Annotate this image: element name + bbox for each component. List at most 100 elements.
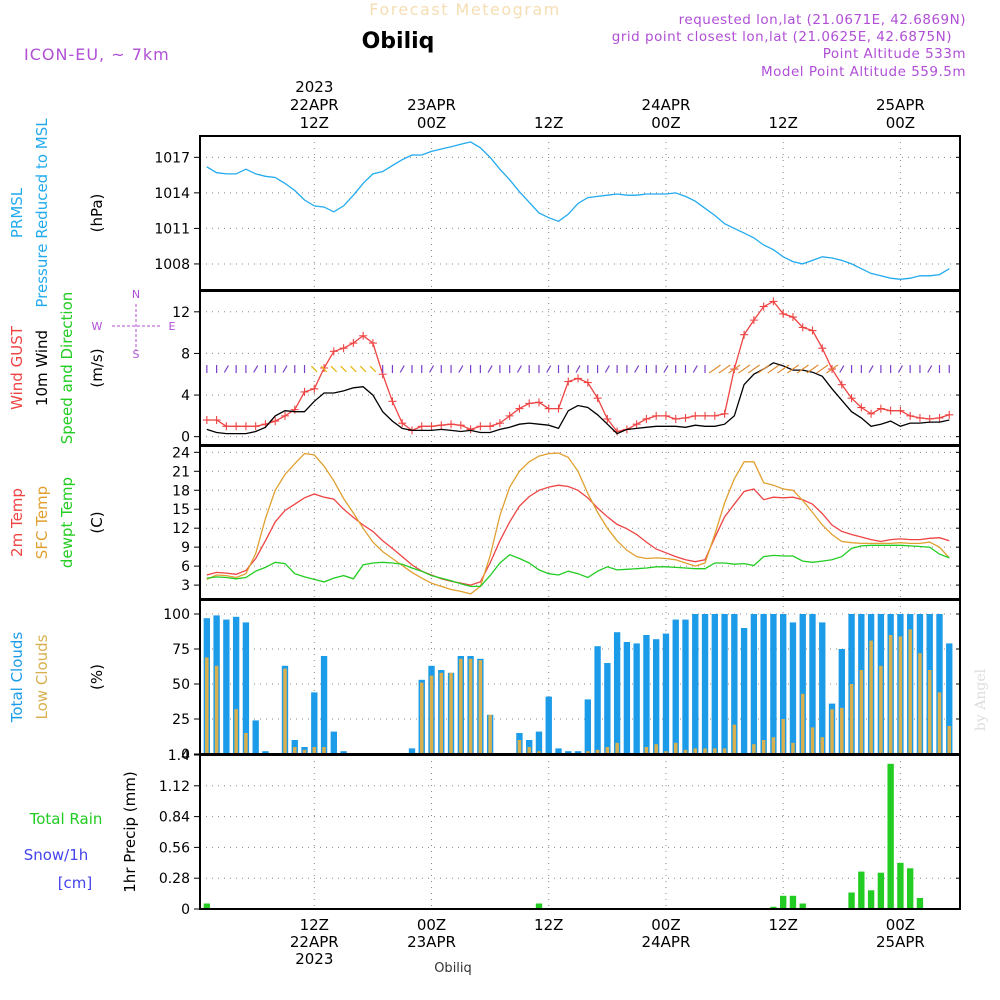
series-line-wind-gust (206, 300, 950, 433)
y-tick-label: 4 (181, 388, 190, 404)
ylabel: SFC Temp (33, 486, 51, 559)
gust-marker (661, 411, 670, 420)
ylabel: PRMSL (8, 187, 26, 238)
gust-marker (769, 297, 778, 306)
time-label-top: 25APR (876, 96, 925, 114)
bar-low-clouds (214, 665, 219, 754)
gust-marker (710, 411, 719, 420)
bar-total-clouds (545, 696, 552, 754)
gust-marker (837, 380, 846, 389)
gust-marker (652, 411, 661, 420)
wind-direction-arrow (399, 365, 405, 373)
time-label-top: 00Z (651, 114, 680, 132)
y-tick-label: 1014 (154, 186, 190, 202)
bar-low-clouds (420, 682, 424, 754)
bar-total-clouds (721, 614, 728, 754)
gust-marker (544, 404, 553, 413)
series-line-10m-wind (206, 362, 950, 435)
bar-total-clouds (252, 720, 259, 754)
gust-marker (788, 313, 797, 322)
y-tick-label: 12 (172, 521, 190, 537)
bar-total-clouds (838, 649, 845, 754)
bar-low-clouds (693, 748, 698, 754)
wind-direction-arrow (747, 364, 760, 374)
unit-label: (%) (88, 664, 106, 690)
wind-direction-arrow (708, 364, 721, 374)
y-tick-label: 100 (163, 607, 190, 623)
time-label-top: 12Z (300, 114, 329, 132)
bar-total-rain (897, 862, 904, 909)
gust-marker (876, 404, 885, 413)
gust-marker (456, 421, 465, 430)
time-label-bottom: 23APR (407, 933, 456, 951)
wind-direction-arrow (927, 365, 933, 373)
compass-cross (112, 304, 162, 350)
series-line-sfc-temp (206, 452, 950, 595)
bar-total-clouds (936, 614, 943, 754)
panel-frame (199, 135, 961, 291)
bar-low-clouds (947, 726, 952, 754)
gust-marker (476, 422, 485, 431)
compass-s: S (133, 348, 140, 361)
wind-direction-arrow (634, 365, 640, 373)
gust-marker (232, 422, 241, 431)
bar-low-clouds (439, 672, 444, 754)
bar-low-clouds (312, 747, 317, 754)
bar-total-clouds (770, 614, 777, 754)
bar-low-clouds (781, 719, 785, 754)
bar-total-clouds (799, 614, 806, 754)
bar-total-rain (789, 895, 797, 909)
wind-direction-arrow (546, 365, 552, 373)
bar-low-clouds (205, 657, 209, 754)
unit-label: (m/s) (88, 348, 106, 387)
panel-wind (112, 290, 961, 446)
bar-total-rain (887, 763, 894, 909)
gust-marker (906, 411, 915, 420)
wind-direction-arrow (816, 364, 829, 374)
y-tick-label: 0.28 (159, 871, 190, 887)
wind-direction-arrow (223, 365, 229, 373)
unit-label: (C) (88, 511, 106, 533)
gust-marker (847, 394, 856, 403)
gust-marker (525, 399, 534, 408)
time-label-top: 12Z (769, 114, 798, 132)
bar-low-clouds (840, 707, 844, 754)
compass-e: E (169, 320, 176, 333)
panel-temperature (194, 445, 961, 600)
gust-marker (574, 374, 583, 383)
wind-direction-arrow (330, 365, 338, 373)
bar-low-clouds (293, 747, 297, 754)
gust-marker (398, 419, 407, 428)
gust-marker (935, 413, 944, 422)
gust-marker (300, 387, 309, 396)
panel-precipitation (194, 754, 961, 910)
bar-low-clouds (859, 670, 864, 754)
ylabel: Speed and Direction (58, 292, 76, 445)
bar-total-clouds (789, 622, 797, 754)
gust-marker (701, 411, 710, 420)
gust-marker (486, 422, 495, 431)
y-tick-label: 6 (181, 559, 190, 575)
gust-marker (495, 419, 504, 428)
gust-marker (583, 378, 592, 387)
bar-low-clouds (605, 747, 610, 754)
wind-direction-arrow (767, 364, 780, 374)
wind-direction-arrow (692, 365, 698, 373)
time-label-top: 24APR (642, 96, 691, 114)
time-label-bottom: 2023 (295, 950, 333, 968)
bar-low-clouds (869, 640, 873, 754)
time-label-bottom: 12Z (534, 916, 563, 934)
bar-total-rain (203, 903, 211, 909)
bar-low-clouds (234, 709, 238, 754)
ylabel: Wind GUST (8, 325, 26, 410)
time-label-top: 22APR (290, 96, 339, 114)
bar-low-clouds (449, 672, 453, 754)
bar-total-clouds (740, 628, 748, 754)
bar-low-clouds (849, 684, 854, 754)
y-tick-label: 25 (172, 712, 190, 728)
gust-marker (271, 417, 280, 426)
bar-total-clouds (555, 748, 562, 754)
bar-total-clouds (643, 635, 650, 754)
bar-low-clouds (908, 629, 912, 754)
